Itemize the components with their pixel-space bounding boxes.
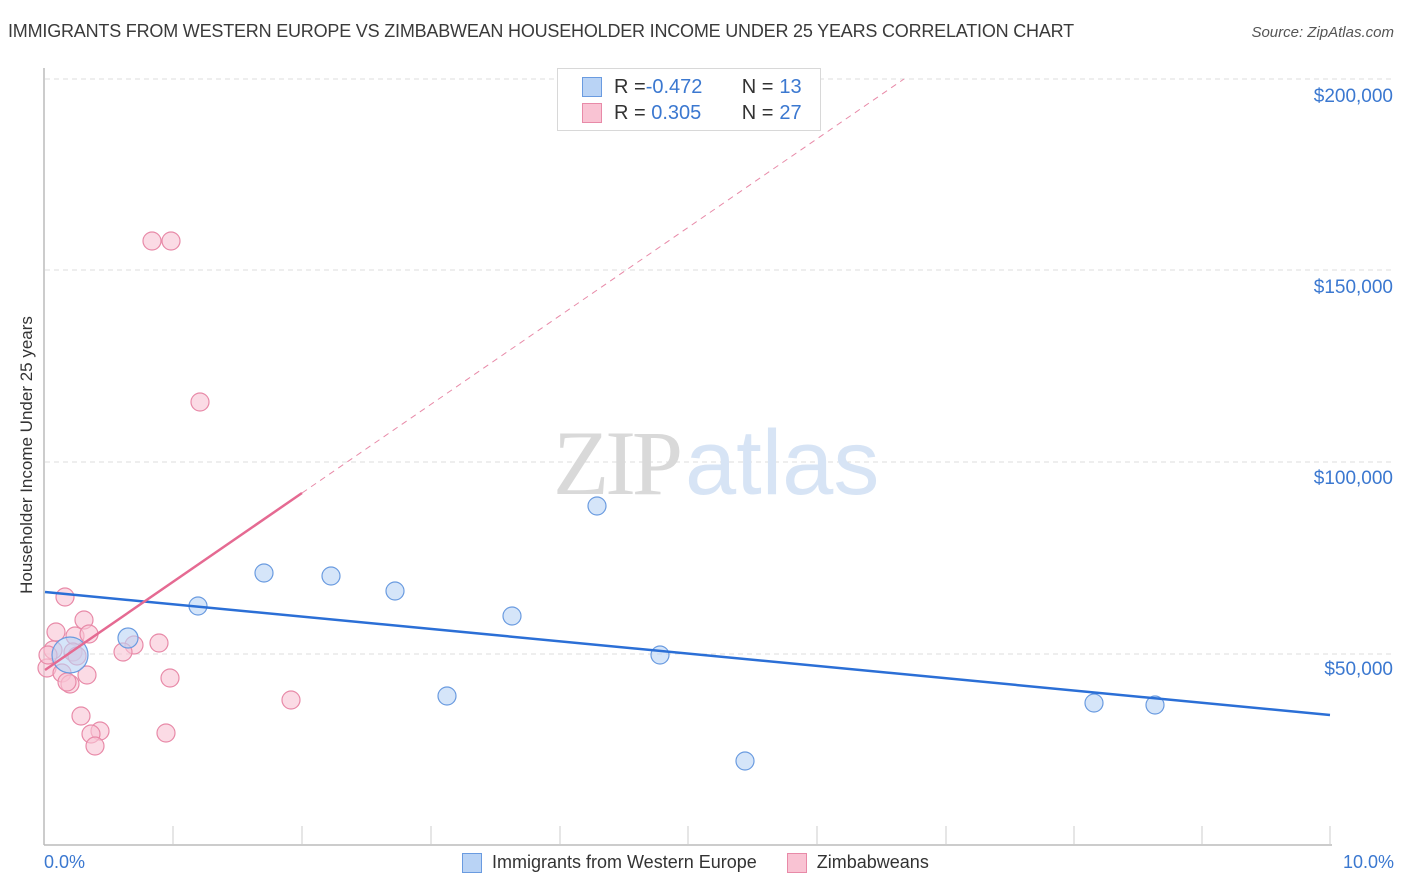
gridlines [45,78,1395,655]
legend-row-zimbabweans: R = 0.305 N = 27 [582,101,802,125]
watermark-zip: ZIP [553,412,683,514]
legend-r-value: 0.305 [645,101,702,124]
correlation-legend: R = -0.472 N = 13 R = 0.305 N = 27 [557,68,821,131]
y-tick-200000: $200,000 [1313,86,1393,107]
trendline-immigrants [44,590,1331,717]
series-zimbabweans [37,231,301,756]
legend-r-value: -0.472 [645,75,703,98]
legend-swatch-pink [582,103,602,123]
series-legend: Immigrants from Western Europe Zimbabwea… [462,852,959,873]
series-immigrants-western-europe [51,496,1165,771]
x-ticks [172,826,1331,845]
source-label: Source: ZipAtlas.com [1251,24,1394,41]
watermark-atlas: atlas [685,412,880,514]
legend-item-zimbabweans[interactable]: Zimbabweans [786,852,929,873]
legend-item-immigrants[interactable]: Immigrants from Western Europe [462,852,757,873]
legend-n-value: 13 [779,75,802,98]
y-axis-label: Householder Income Under 25 years [17,316,36,594]
legend-label-zimbabweans: Zimbabweans [816,852,929,872]
legend-swatch-pink [786,852,807,873]
legend-n-value: 27 [779,101,802,124]
y-tick-150000: $150,000 [1313,277,1393,298]
trendline-zimbabweans-extension [301,78,905,494]
y-tick-100000: $100,000 [1313,468,1393,489]
legend-label-immigrants: Immigrants from Western Europe [492,852,757,872]
trendline-zimbabweans [44,491,303,672]
legend-n-label: N = [741,75,774,98]
legend-n-label: N = [741,101,774,124]
legend-r-label: R = [614,101,646,124]
chart-title: IMMIGRANTS FROM WESTERN EUROPE VS ZIMBAB… [8,21,1074,41]
legend-swatch-blue [462,852,482,873]
watermark: ZIPatlas [553,410,879,516]
y-tick-50000: $50,000 [1324,659,1393,680]
legend-row-immigrants: R = -0.472 N = 13 [582,75,802,99]
legend-r-label: R = [614,75,646,98]
legend-swatch-blue [582,77,602,97]
x-tick-min: 0.0% [44,852,86,872]
x-tick-max: 10.0% [1342,852,1394,872]
